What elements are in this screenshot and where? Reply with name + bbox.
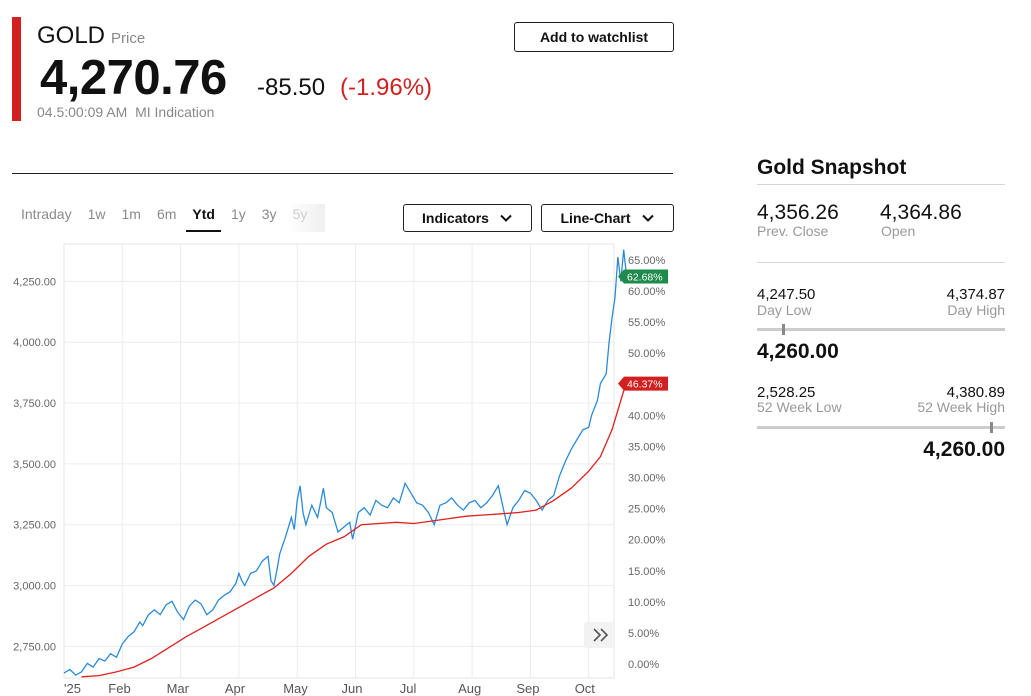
timestamp-time: 04.5:00:09 AM	[37, 104, 128, 120]
y-tick-label-right: 25.00%	[628, 504, 666, 516]
x-tick-label: Mar	[167, 681, 190, 696]
indicators-label: Indicators	[422, 210, 489, 226]
x-tick-label: Sep	[516, 681, 539, 696]
y-tick-label: 2,750.00	[13, 641, 56, 653]
price-change-percent: (-1.96%)	[340, 74, 433, 101]
day-high-label: Day High	[947, 302, 1005, 318]
snapshot-divider	[757, 184, 1005, 185]
x-tick-label: Aug	[458, 681, 481, 696]
tab-5y[interactable]: 5y	[286, 204, 326, 232]
snapshot-title: Gold Snapshot	[757, 156, 907, 179]
week52-range-current: 4,260.00	[923, 438, 1005, 461]
y-tick-label: 4,000.00	[13, 337, 56, 349]
accent-bar	[12, 17, 21, 121]
quote-timestamp: 04.5:00:09 AM MI Indication	[37, 104, 214, 120]
prev-close-value: 4,356.26	[757, 201, 839, 224]
week52-low-label: 52 Week Low	[757, 399, 842, 415]
chevron-down-icon	[641, 214, 654, 222]
week52-low-value: 2,528.25	[757, 384, 816, 401]
tab-6m[interactable]: 6m	[156, 206, 177, 222]
x-tick-label: Jun	[342, 681, 363, 696]
y-tick-label: 3,250.00	[13, 520, 56, 532]
prev-close-label: Prev. Close	[757, 223, 829, 239]
x-tick-label: '25	[64, 681, 81, 696]
day-range-bar	[757, 324, 1005, 335]
y-tick-label-right: 5.00%	[628, 628, 659, 640]
tab-1w[interactable]: 1w	[87, 206, 106, 222]
section-divider	[12, 173, 673, 174]
tab-1m[interactable]: 1m	[121, 206, 141, 222]
y-tick-label-right: 10.00%	[628, 597, 666, 609]
week52-range-bar	[757, 422, 1005, 433]
y-tick-label: 4,250.00	[13, 276, 56, 288]
indicators-dropdown[interactable]: Indicators	[403, 204, 532, 232]
tab-3y[interactable]: 3y	[261, 206, 277, 222]
y-tick-label-right: 0.00%	[628, 659, 659, 671]
y-tick-label-right: 65.00%	[628, 255, 666, 267]
price-chart[interactable]: 4,250.00 4,000.00 3,750.00 3,500.00 3,250.00…	[0, 240, 680, 696]
x-axis: '25 Feb Mar Apr May Jun Jul Aug Sep Oct	[64, 681, 595, 696]
symbol: GOLD	[37, 22, 106, 49]
timestamp-source: MI Indication	[135, 104, 215, 120]
x-tick-label: May	[283, 681, 308, 696]
day-low-value: 4,247.50	[757, 286, 816, 303]
y-tick-label-right: 55.00%	[628, 317, 666, 329]
tab-intraday[interactable]: Intraday	[21, 206, 72, 222]
y-tick-label: 3,500.00	[13, 459, 56, 471]
expand-chart-button[interactable]	[584, 622, 614, 648]
end-label-0: 62.68%	[618, 269, 668, 284]
y-axis-right: 65.00%60.00%55.00%50.00%45.00%40.00%35.0…	[628, 255, 666, 671]
y-tick-label-right: 20.00%	[628, 535, 666, 547]
chart-grid	[63, 243, 615, 679]
y-axis-left: 4,250.00 4,000.00 3,750.00 3,500.00 3,250.00…	[13, 276, 56, 653]
week52-range-marker	[990, 422, 994, 433]
last-price: 4,270.76	[40, 51, 227, 105]
x-tick-label: Feb	[108, 681, 130, 696]
chart-type-label: Line-Chart	[560, 210, 631, 226]
snapshot-divider	[757, 262, 1005, 263]
series-end-labels: 62.68% 46.37%	[618, 269, 668, 391]
y-tick-label-right: 50.00%	[628, 348, 666, 360]
day-range-current: 4,260.00	[757, 340, 839, 363]
plot-frame	[63, 243, 615, 679]
end-label-badge	[618, 269, 668, 284]
y-tick-label-right: 35.00%	[628, 441, 666, 453]
chart-type-dropdown[interactable]: Line-Chart	[541, 204, 674, 232]
price-type-label: Price	[111, 30, 146, 47]
end-label-text: 62.68%	[627, 272, 663, 284]
tab-ytd[interactable]: Ytd	[186, 204, 221, 232]
y-tick-label-right: 40.00%	[628, 410, 666, 422]
range-tabs: Intraday 1w 1m 6m Ytd 1y 3y 5y	[15, 204, 329, 232]
open-value: 4,364.86	[880, 201, 962, 224]
x-tick-label: Jul	[400, 681, 417, 696]
y-tick-label-right: 30.00%	[628, 473, 666, 485]
y-tick-label: 3,000.00	[13, 581, 56, 593]
day-low-label: Day Low	[757, 302, 812, 318]
day-range-marker	[781, 324, 785, 335]
y-tick-label: 3,750.00	[13, 398, 56, 410]
day-high-value: 4,374.87	[946, 286, 1005, 303]
series-line-1	[81, 383, 628, 678]
week52-high-value: 4,380.89	[946, 384, 1005, 401]
add-to-watchlist-button[interactable]: Add to watchlist	[514, 22, 674, 52]
open-label: Open	[881, 223, 916, 239]
end-label-badge	[618, 376, 668, 391]
series-line-0	[63, 249, 628, 676]
x-tick-label: Oct	[575, 681, 596, 696]
chart-series	[63, 249, 628, 678]
x-tick-label: Apr	[225, 681, 246, 696]
end-label-1: 46.37%	[618, 376, 668, 391]
chevron-down-icon	[500, 214, 512, 222]
tab-1y[interactable]: 1y	[230, 206, 246, 222]
y-tick-label-right: 15.00%	[628, 566, 666, 578]
week52-high-label: 52 Week High	[917, 399, 1005, 415]
y-tick-label-right: 60.00%	[628, 286, 666, 298]
end-label-text: 46.37%	[627, 379, 663, 391]
double-chevron-right-icon	[593, 628, 609, 642]
price-change: -85.50	[257, 74, 326, 101]
